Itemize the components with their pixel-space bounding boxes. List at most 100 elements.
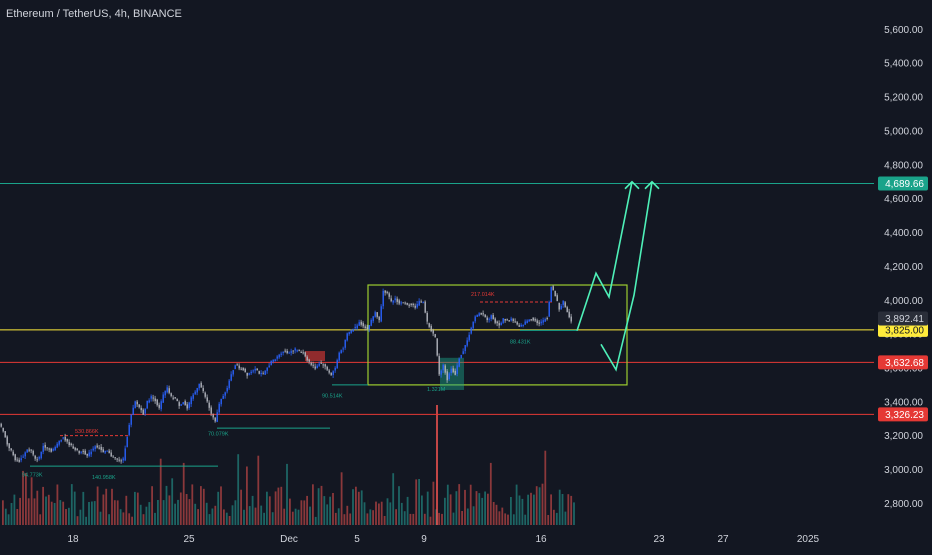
volume-bar <box>527 494 529 525</box>
volume-bar <box>47 494 50 525</box>
candle-body <box>300 351 302 353</box>
volume-bar <box>441 513 443 525</box>
candle-body <box>72 446 74 449</box>
candle-body <box>298 350 300 352</box>
y-tick-label: 4,000.00 <box>884 296 923 307</box>
volume-bar <box>271 512 274 525</box>
y-tick-label: 2,800.00 <box>884 499 923 510</box>
y-tick-label: 4,600.00 <box>884 194 923 205</box>
candle-body <box>64 436 66 441</box>
volume-bar <box>538 487 541 525</box>
candle-body <box>480 312 482 315</box>
volume-bar <box>105 488 108 525</box>
candle-body <box>0 423 2 427</box>
candle-body <box>304 352 306 357</box>
volume-bar <box>389 502 392 525</box>
volume-bar <box>59 500 62 525</box>
candle-body <box>312 364 314 366</box>
x-tick-label: 9 <box>421 534 427 545</box>
volume-bar <box>220 486 222 525</box>
candle-body <box>156 399 158 406</box>
candle-body <box>76 448 78 450</box>
volume-bar <box>257 455 260 525</box>
volume-bar <box>418 479 420 525</box>
volume-bar <box>214 505 217 525</box>
candle-body <box>112 456 114 458</box>
candle-body <box>362 323 364 327</box>
candle-body <box>338 352 340 361</box>
candle-body <box>78 450 80 454</box>
volume-bar <box>125 495 128 525</box>
current-price-tag <box>878 311 928 326</box>
volume-bar <box>291 511 294 525</box>
candle-body <box>552 286 554 291</box>
projection-arrow <box>600 181 653 372</box>
candle-body <box>220 398 222 405</box>
candle-body <box>542 320 544 323</box>
candle-body <box>454 370 456 375</box>
price-tag <box>878 176 928 191</box>
candle-body <box>458 358 460 367</box>
candle-body <box>336 360 338 369</box>
candle-body <box>294 348 296 351</box>
candle-body <box>438 356 440 375</box>
volume-bar <box>469 484 472 525</box>
volume-bar <box>326 504 329 525</box>
volume-bar <box>472 506 475 525</box>
candle-body <box>270 360 272 366</box>
candle-body <box>174 397 176 399</box>
candle-body <box>152 397 154 399</box>
volume-bar <box>237 454 240 525</box>
price-tag-label: 4,689.66 <box>885 179 924 190</box>
candle-body <box>126 436 128 448</box>
candle-body <box>168 388 170 393</box>
candle-body <box>392 300 394 303</box>
candle-body <box>114 457 116 459</box>
volume-bar <box>251 495 254 525</box>
candle-body <box>484 314 486 318</box>
candle-body <box>56 443 58 448</box>
candle-body <box>408 304 410 306</box>
candle-body <box>250 371 252 374</box>
candle-body <box>316 365 318 369</box>
candle-body <box>8 443 10 449</box>
volume-bar <box>223 509 225 525</box>
y-tick-label: 3,400.00 <box>884 397 923 408</box>
candle-body <box>464 345 466 351</box>
candle-body <box>416 304 418 308</box>
volume-bar <box>412 513 415 525</box>
y-tick-label: 5,600.00 <box>884 25 923 36</box>
candle-body <box>128 425 130 436</box>
candle-body <box>254 368 256 371</box>
candle-body <box>558 302 560 310</box>
candle-body <box>554 291 556 297</box>
candle-body <box>252 370 254 372</box>
volume-bar <box>309 506 311 525</box>
candle-body <box>150 396 152 399</box>
annotation-label: 88.431K <box>510 339 531 345</box>
candle-body <box>324 364 326 367</box>
volume-bar <box>530 492 532 525</box>
candle-body <box>470 327 472 334</box>
candle-body <box>518 325 520 327</box>
volume-bar <box>466 508 469 525</box>
candle-body <box>550 287 552 302</box>
candle-body <box>402 302 404 304</box>
candle-body <box>60 440 62 442</box>
volume-bar <box>495 504 498 525</box>
candle-body <box>246 372 248 376</box>
candle-body <box>566 307 568 313</box>
candle-body <box>524 321 526 325</box>
candle-body <box>280 353 282 355</box>
candle-body <box>96 445 98 448</box>
projection-arrow <box>576 181 633 331</box>
candle-body <box>504 318 506 321</box>
volume-bar <box>10 503 13 525</box>
candle-body <box>460 354 462 358</box>
price-tag-label: 3,632.68 <box>885 358 924 369</box>
candle-body <box>244 368 246 373</box>
y-tick-label: 3,200.00 <box>884 431 923 442</box>
volume-bar <box>211 508 214 525</box>
